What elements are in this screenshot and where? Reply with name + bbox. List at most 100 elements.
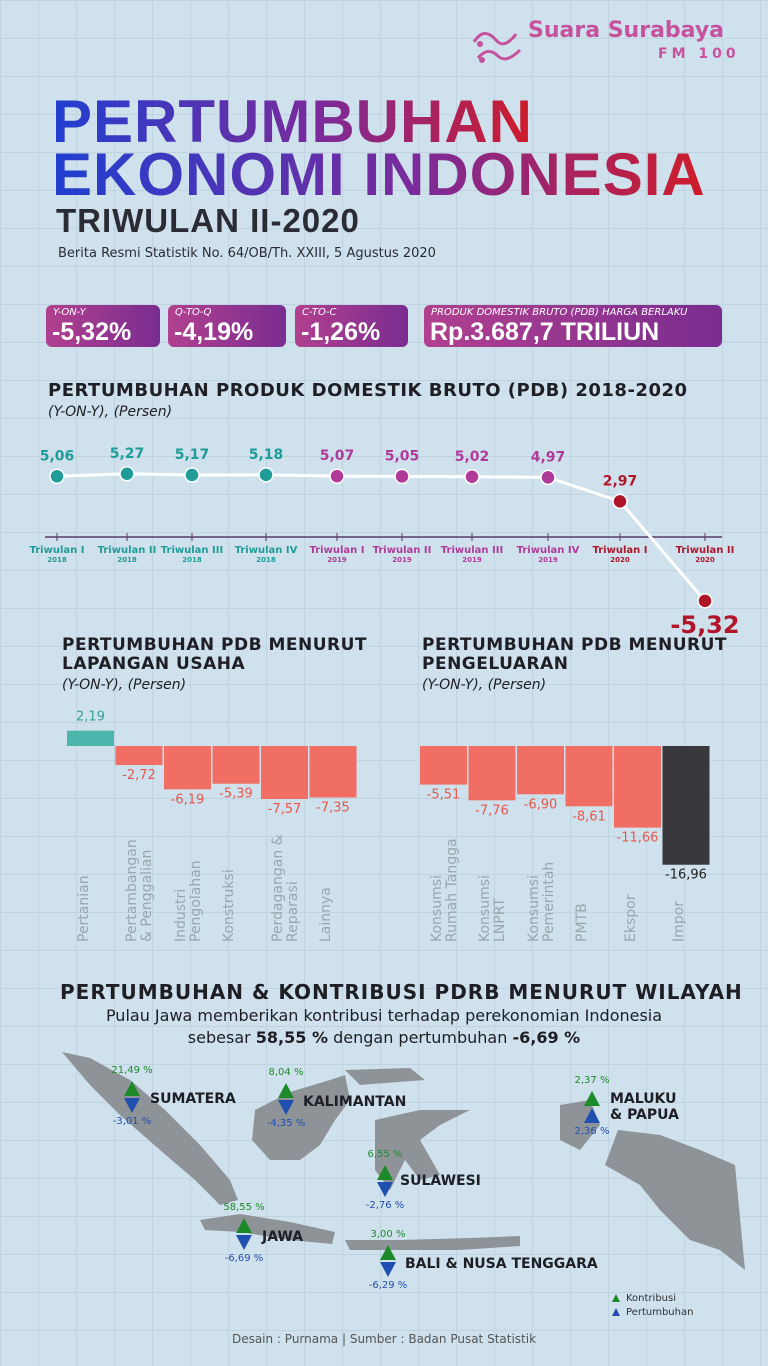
pertumbuhan-icon [380,1262,396,1277]
point [612,493,628,510]
island [560,1100,600,1150]
point [697,593,713,609]
pertumbuhan-label: -3,01 % [112,1116,152,1127]
pertumbuhan-label: 2,36 % [574,1126,610,1137]
island [62,1052,238,1205]
x-tick-label: Pertanian [75,875,92,942]
island [375,1110,470,1190]
kpi-value: -4,19% [174,318,254,346]
description: sebesar 58,55 % dengan pertumbuhan -6,69… [0,1028,768,1047]
logo-icon [472,32,522,63]
data-label: -11,66 [617,831,659,846]
kontribusi-icon [236,1218,252,1233]
pertumbuhan-label: -6,69 % [224,1253,264,1264]
brand-sub: FM 100 [658,46,740,62]
x-tick-year: 2019 [392,556,412,564]
data-label: 2,97 [603,473,638,489]
kpi-box: Q-TO-Q -4,19% [168,305,286,347]
chart-title: PERTUMBUHAN PDB MENURUT LAPANGAN USAHA [62,635,368,674]
x-tick-label: Konsumsi Pemerintah [525,861,557,942]
pertumbuhan-icon [278,1100,294,1115]
pertumbuhan-icon [584,1108,600,1123]
x-tick-year: 2018 [182,556,202,564]
brand-name: Suara Surabaya [528,18,725,43]
kontribusi-icon [584,1091,600,1106]
title: EKONOMI INDONESIA [52,141,706,208]
data-label: -5,39 [219,787,253,802]
chart-subtitle: (Y-ON-Y), (Persen) [62,677,187,693]
x-tick-label: Triwulan II [373,545,432,556]
region-name: KALIMANTAN [303,1094,407,1110]
bar [565,746,613,807]
x-tick-year: 2019 [538,556,558,564]
region-name: JAWA [262,1229,304,1245]
bar [468,746,516,801]
x-tick-year: 2018 [47,556,67,564]
chart-subtitle: (Y-ON-Y), (Persen) [48,404,173,420]
point [49,468,65,485]
bar [309,746,357,798]
chart-subtitle: (Y-ON-Y), (Persen) [422,677,547,693]
data-label: 5,18 [249,447,284,463]
data-label: 5,05 [385,448,420,464]
line [56,472,707,602]
point [258,467,274,483]
x-tick-year: 2019 [327,556,347,564]
region-name: SULAWESI [400,1173,481,1189]
island [345,1068,425,1085]
pertumbuhan-label: -2,76 % [365,1200,405,1211]
region-name: MALUKU & PAPUA [610,1091,679,1123]
bar [662,746,710,865]
kontribusi-label: 6,55 % [367,1149,403,1160]
legend-label: Pertumbuhan [626,1307,693,1318]
pertumbuhan-icon [124,1098,140,1113]
region-name: SUMATERA [150,1091,236,1107]
title: PERTUMBUHAN [52,88,533,155]
x-tick-label: PMTB [574,903,590,942]
data-label: -16,96 [665,868,707,883]
x-tick-label: Triwulan IV [235,545,298,556]
point [540,469,556,486]
data-label: -5,51 [427,788,461,803]
data-label: 4,97 [531,449,566,465]
kontribusi-icon [377,1165,393,1180]
pertumbuhan-icon [236,1235,252,1250]
bar [517,746,564,795]
bar [115,746,163,766]
description: Pulau Jawa memberikan kontribusi terhada… [105,1006,663,1025]
legend-label: Kontribusi [626,1293,676,1304]
island [605,1130,745,1270]
x-tick-label: Triwulan I [593,545,648,556]
kpi-label: Q-TO-Q [175,307,212,318]
point [329,468,345,484]
data-label: 5,07 [320,448,355,464]
kpi-value: Rp.3.687,7 TRILIUN [430,318,660,346]
data-label: -8,61 [572,809,606,824]
kpi-value: -1,26% [301,318,381,346]
bar [164,746,211,790]
kontribusi-icon [380,1245,396,1260]
x-tick-label: Triwulan II [676,545,735,556]
logo: Suara Surabaya FM 100 [470,18,736,68]
kpi-value: -5,32% [52,318,132,346]
section-title: PERTUMBUHAN & KONTRIBUSI PDRB MENURUT WI… [60,980,743,1004]
data-label: 5,17 [175,447,210,463]
kpi-label: PRODUK DOMESTIK BRUTO (PDB) HARGA BERLAK… [431,307,688,318]
x-tick-year: 2018 [256,556,276,564]
bar [67,730,114,746]
legend-icon [612,1294,620,1302]
subtitle: TRIWULAN II-2020 [56,202,360,239]
kpi-box: C-TO-C -1,26% [295,305,408,347]
highlight: 58,55 % [255,1028,328,1047]
data-label: -5,32 [670,611,739,639]
data-label: -7,35 [316,800,350,815]
bar [614,746,661,828]
x-tick-label: Konsumsi Rumah Tangga [428,838,460,942]
x-tick-label: Triwulan II [98,545,157,556]
x-tick-label: Triwulan I [310,545,365,556]
map [62,1052,745,1270]
x-tick-year: 2020 [610,556,630,564]
region-name: BALI & NUSA TENGGARA [405,1256,598,1272]
